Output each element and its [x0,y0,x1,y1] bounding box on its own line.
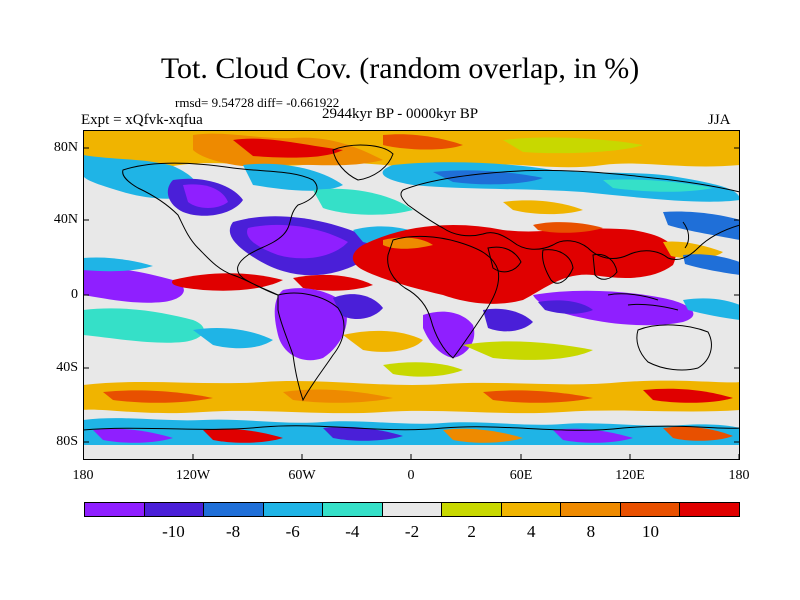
colorbar-label: -8 [225,522,241,541]
colorbar-swatch [442,503,502,516]
experiment-label: Expt = xQfvk-xqfua [81,112,203,128]
colorbar-label: 8 [586,522,596,541]
coastlines [83,144,740,431]
lat-label-80s: 80S [56,434,78,449]
colorbar-swatch [323,503,383,516]
colorbar-swatch [263,503,324,516]
colorbar-label: 2 [467,522,476,541]
colorbar-label: -4 [345,522,360,541]
lat-label-0: 0 [71,287,78,302]
lon-label-180w: 180 [72,468,94,483]
lon-label-0: 0 [407,468,415,483]
lon-label-120w: 120W [175,468,211,483]
lon-label-60w: 60W [288,468,316,483]
season-label: JJA [708,112,731,128]
cloud-cover-map [83,130,740,460]
lat-label-40s: 40S [56,360,78,375]
plot-title: Tot. Cloud Cov. (random overlap, in %) [160,52,640,85]
colorbar-swatch [561,503,621,516]
colorbar-label: -10 [162,522,185,541]
colorbar-label: 10 [642,522,660,541]
colorbar [84,502,740,517]
colorbar-swatch [85,503,145,516]
colorbar-label: 4 [527,522,536,541]
colorbar-label: -2 [404,522,420,541]
colorbar-swatch [204,503,264,516]
colorbar-swatch [144,503,205,516]
colorbar-swatch [620,503,681,516]
lat-label-80n: 80N [53,140,78,155]
colorbar-swatch [501,503,562,516]
stats-text: rmsd= 9.54728 diff= -0.661922 [175,95,340,110]
lat-label-40n: 40N [53,212,78,227]
map-field [83,130,740,460]
lon-label-120e: 120E [615,468,645,483]
lon-label-60e: 60E [509,468,533,483]
map-ticks [83,147,740,460]
colorbar-label: -6 [285,522,300,541]
colorbar-swatch [680,503,740,516]
period-label: 2944kyr BP - 0000kyr BP [322,106,479,122]
colorbar-swatch [382,503,443,516]
lon-label-180e: 180 [728,468,750,483]
